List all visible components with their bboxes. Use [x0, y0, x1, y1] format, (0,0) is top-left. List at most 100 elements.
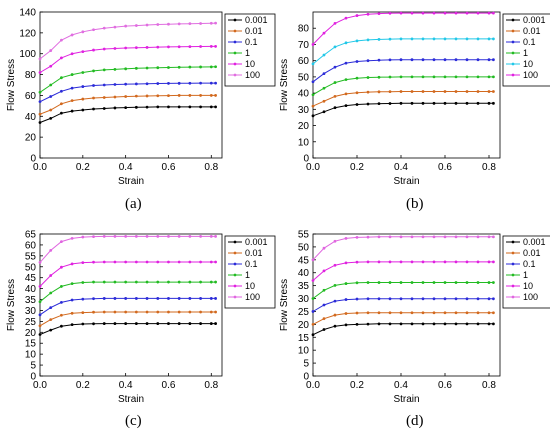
- data-point: [199, 260, 202, 264]
- legend-label: 0.1: [245, 37, 258, 47]
- data-point: [102, 68, 106, 72]
- data-point: [177, 297, 181, 300]
- data-point: [333, 106, 337, 110]
- data-point: [333, 313, 337, 317]
- data-point: [410, 311, 414, 315]
- data-point: [443, 101, 447, 105]
- legend-box: [224, 13, 276, 87]
- data-point: [199, 65, 202, 69]
- data-point: [113, 25, 117, 29]
- data-point: [355, 14, 359, 17]
- data-point: [476, 58, 480, 62]
- data-point: [177, 260, 181, 264]
- data-point: [492, 297, 495, 301]
- series-line-2: [312, 312, 494, 325]
- data-point: [311, 279, 315, 282]
- data-point: [322, 110, 326, 114]
- data-point: [476, 322, 480, 326]
- legend-swatch-marker: [233, 29, 237, 33]
- legend-label: 0.1: [245, 259, 258, 269]
- data-point: [124, 67, 128, 71]
- y-tick-label: 120: [19, 28, 36, 39]
- data-point: [92, 280, 95, 284]
- series-line-2: [39, 311, 216, 327]
- data-point: [70, 52, 74, 56]
- data-point: [199, 310, 202, 314]
- data-point: [188, 310, 192, 314]
- y-tick-label: 0: [303, 372, 309, 383]
- data-point: [70, 86, 74, 90]
- data-point: [81, 281, 85, 284]
- data-point: [344, 41, 348, 45]
- data-point: [70, 109, 74, 113]
- data-point: [443, 235, 447, 239]
- data-point: [92, 297, 95, 301]
- data-point: [70, 282, 74, 285]
- panel-label-d: (d): [406, 413, 424, 429]
- data-point: [102, 297, 106, 300]
- data-point: [102, 26, 106, 30]
- data-point: [49, 116, 53, 120]
- data-point: [476, 260, 480, 264]
- data-point: [465, 75, 469, 79]
- data-point: [102, 322, 106, 325]
- y-tick-label: 30: [298, 105, 310, 116]
- data-point: [156, 82, 160, 85]
- data-point: [145, 310, 149, 314]
- legend-label: 0.1: [523, 259, 536, 269]
- data-point: [454, 90, 458, 93]
- x-tick-label: 0.8: [204, 162, 218, 173]
- series-line-3: [39, 297, 216, 316]
- legend-label: 0.01: [245, 248, 263, 258]
- data-point: [214, 105, 217, 109]
- data-point: [311, 62, 315, 66]
- data-point: [70, 298, 74, 302]
- data-point: [70, 236, 74, 240]
- legend-swatch-marker: [511, 18, 515, 22]
- data-point: [410, 75, 414, 79]
- chart-panel-2: 0 10 20 30 40 50 60 70 80 0.0 0.2 0.4 0.6 0.8 Strain Fl…: [279, 11, 550, 187]
- data-point: [388, 75, 392, 79]
- legend-swatch-marker: [233, 51, 237, 55]
- data-point: [399, 235, 403, 239]
- data-point: [145, 322, 149, 325]
- x-tick-label: 0.0: [306, 380, 320, 391]
- data-point: [214, 322, 217, 325]
- data-point: [388, 281, 392, 284]
- data-point: [134, 235, 138, 238]
- data-point: [177, 65, 181, 69]
- data-point: [399, 101, 403, 105]
- data-point: [38, 71, 42, 74]
- data-point: [344, 282, 348, 285]
- y-axis-title: Flow Stress: [6, 279, 17, 331]
- legend-swatch-marker: [233, 18, 237, 22]
- data-point: [322, 288, 326, 292]
- data-point: [38, 100, 42, 104]
- data-point: [113, 47, 117, 50]
- y-tick-label: 10: [298, 346, 310, 357]
- series-line-5: [39, 45, 216, 73]
- data-point: [465, 37, 469, 41]
- data-point: [81, 71, 85, 74]
- x-tick-label: 0.8: [482, 380, 496, 391]
- legend-label: 0.01: [245, 26, 263, 36]
- data-point: [355, 235, 359, 239]
- data-point: [92, 28, 95, 32]
- data-point: [465, 101, 469, 105]
- data-point: [70, 33, 74, 37]
- data-point: [366, 311, 370, 315]
- data-point: [465, 311, 469, 315]
- data-point: [60, 102, 63, 106]
- data-point: [124, 235, 128, 238]
- data-point: [81, 108, 85, 112]
- data-point: [432, 58, 436, 62]
- data-point: [214, 297, 217, 300]
- data-point: [188, 45, 192, 49]
- series-line-1: [39, 106, 216, 123]
- data-point: [399, 90, 403, 93]
- data-point: [492, 90, 495, 93]
- data-point: [366, 12, 370, 16]
- data-point: [156, 297, 160, 300]
- data-point: [177, 81, 181, 85]
